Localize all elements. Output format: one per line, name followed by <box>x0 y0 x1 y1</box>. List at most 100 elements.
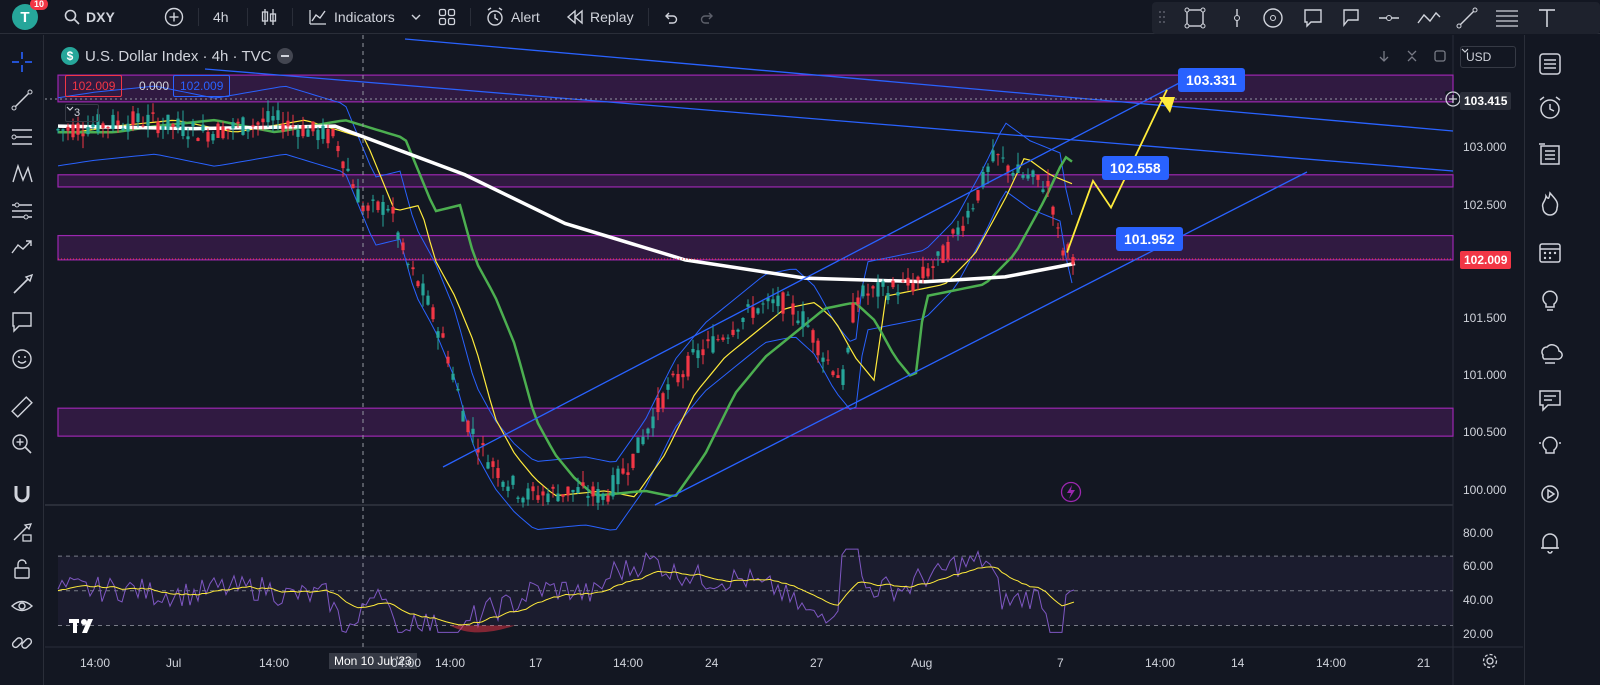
hotlist-fire-icon[interactable] <box>1537 191 1563 217</box>
target-high-callout[interactable]: 103.331 <box>1178 68 1245 92</box>
candle-body <box>546 493 550 503</box>
rectangle-tool-icon[interactable] <box>1184 7 1206 29</box>
indicators-toggle[interactable]: 3 <box>65 104 99 122</box>
vertical-line-icon[interactable] <box>1226 7 1248 29</box>
candle-body <box>366 205 370 211</box>
chats-icon[interactable] <box>1537 341 1563 367</box>
candle-body <box>101 123 105 129</box>
link-icon[interactable] <box>10 631 34 655</box>
ideas-bulb-icon[interactable] <box>1537 287 1563 313</box>
comment-icon[interactable] <box>1340 7 1362 29</box>
candle-body <box>941 245 945 263</box>
candle-body <box>236 121 240 124</box>
gann-fib-tool-icon[interactable] <box>10 125 34 149</box>
candle-body <box>986 166 990 172</box>
price-axis-label: 101.500 <box>1463 311 1507 325</box>
alerts-clock-icon[interactable] <box>1537 95 1563 121</box>
support-resistance-zone <box>57 234 1454 261</box>
pencil-lock-icon[interactable] <box>10 520 34 544</box>
path-tool-icon[interactable] <box>1416 7 1442 29</box>
support-callout[interactable]: 101.952 <box>1116 227 1183 251</box>
horizontal-line-icon[interactable] <box>1378 7 1400 29</box>
candle-body <box>361 205 365 212</box>
notifications-bell-icon[interactable] <box>1537 529 1563 555</box>
trend-line-tool-icon[interactable] <box>10 88 34 112</box>
forecast-tool-icon[interactable] <box>10 199 34 223</box>
chart-area[interactable]: $ U.S. Dollar Index · 4h · TVC 102.009 0… <box>45 35 1523 685</box>
trend-line-icon[interactable] <box>1456 7 1478 29</box>
candle-body <box>371 199 375 201</box>
help-bulb-icon[interactable] <box>1537 433 1563 459</box>
buy-price-button[interactable]: 102.009 <box>173 75 231 97</box>
candle-body <box>311 121 315 132</box>
callout-icon[interactable] <box>1302 7 1324 29</box>
projection-tool-icon[interactable] <box>10 235 34 259</box>
redo-button[interactable] <box>700 0 716 34</box>
candle-body <box>966 210 970 218</box>
candle-body <box>1021 175 1025 178</box>
rsi-signal-line <box>57 566 1075 626</box>
candle-body <box>856 297 860 305</box>
price-chart-canvas[interactable] <box>45 35 1523 685</box>
emoji-icon[interactable] <box>10 347 34 371</box>
candle-body <box>466 420 470 433</box>
candle-body <box>701 349 705 356</box>
compare-button[interactable] <box>164 0 184 34</box>
pattern-tool-icon[interactable] <box>10 162 34 186</box>
sell-price-button[interactable]: 102.009 <box>65 75 123 97</box>
circle-tool-icon[interactable] <box>1262 7 1284 29</box>
calendar-icon[interactable] <box>1537 239 1563 265</box>
magnet-icon[interactable] <box>10 483 34 507</box>
candle-body <box>571 489 575 493</box>
indicators-button[interactable]: Indicators <box>308 0 395 34</box>
price-axis-label: 100.000 <box>1463 483 1507 497</box>
text-tool-icon[interactable] <box>1536 7 1558 29</box>
time-axis-label: 7 <box>1057 656 1064 670</box>
brush-tool-icon[interactable] <box>10 273 34 297</box>
fib-retracement-icon[interactable] <box>1494 7 1520 29</box>
interval-button[interactable]: 4h <box>213 9 229 25</box>
target-mid-callout[interactable]: 102.558 <box>1102 156 1169 180</box>
currency-select[interactable]: USD <box>1460 46 1516 68</box>
candle-body <box>91 124 95 128</box>
templates-dropdown[interactable] <box>410 0 422 34</box>
candle-body <box>431 307 435 320</box>
crosshair-icon[interactable] <box>10 50 34 74</box>
messages-icon[interactable] <box>1537 387 1563 413</box>
data-window-icon[interactable] <box>1537 141 1563 167</box>
lock-icon[interactable] <box>10 557 34 581</box>
streams-play-icon[interactable] <box>1537 481 1563 507</box>
undo-button[interactable] <box>662 0 678 34</box>
candle-body <box>836 375 840 378</box>
eye-icon[interactable] <box>10 594 34 618</box>
zoom-in-icon[interactable] <box>10 432 34 456</box>
text-note-tool-icon[interactable] <box>10 310 34 334</box>
candle-body <box>96 114 100 133</box>
candle-body <box>526 488 530 500</box>
candle-body <box>956 227 960 235</box>
candle-body <box>876 282 880 297</box>
avatar[interactable]: T 10 <box>12 0 48 30</box>
chart-type-button[interactable] <box>260 0 278 34</box>
symbol-search[interactable]: DXY <box>64 0 115 34</box>
candle-body <box>541 491 545 496</box>
candle-body <box>386 208 390 211</box>
rsi-line <box>57 548 1075 633</box>
user-menu[interactable]: T 10 <box>12 0 48 34</box>
candle-body <box>916 276 920 281</box>
add-alert-plus-icon[interactable] <box>1445 91 1461 107</box>
channel-lower-line <box>654 171 1308 506</box>
ruler-icon[interactable] <box>10 395 34 419</box>
candle-body <box>166 114 170 130</box>
candle-body <box>576 487 580 494</box>
replay-button[interactable]: Replay <box>566 0 634 34</box>
long-moving-average-line <box>57 124 1076 284</box>
layout-button[interactable] <box>438 0 456 34</box>
candle-body <box>86 127 90 135</box>
candle-body <box>1071 257 1075 265</box>
collapse-legend-icon[interactable] <box>277 48 294 64</box>
watchlist-icon[interactable] <box>1537 51 1563 77</box>
candle-body <box>491 461 495 467</box>
candle-body <box>1046 180 1050 187</box>
alert-button[interactable]: Alert <box>485 0 540 34</box>
